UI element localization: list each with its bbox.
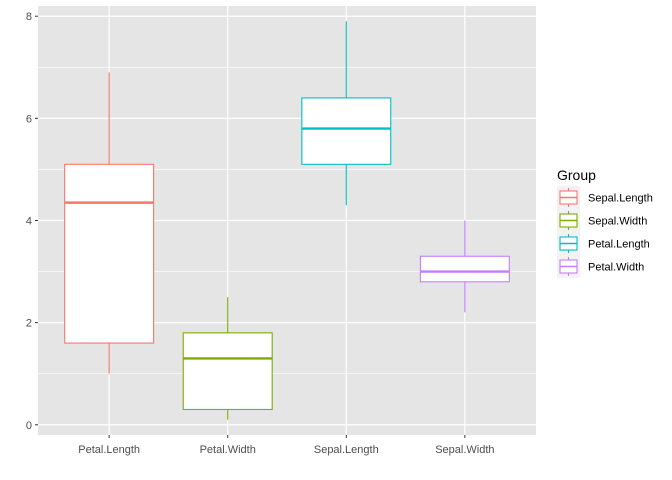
- legend-label: Petal.Length: [588, 239, 650, 251]
- y-tick-label: 6: [26, 113, 32, 125]
- x-axis: Petal.Length Petal.Width Sepal.Length Sepal…: [78, 435, 495, 456]
- x-tick-label: Petal.Length: [78, 444, 140, 456]
- x-tick-label: Sepal.Width: [435, 444, 494, 456]
- legend-entries: Sepal.Length Sepal.Width Petal.Length Petal…: [557, 186, 653, 278]
- y-tick-label: 8: [26, 11, 32, 23]
- legend-item: Petal.Length: [557, 232, 650, 255]
- box-petal-width: [182, 297, 273, 420]
- legend-label: Petal.Width: [588, 262, 644, 274]
- y-tick-label: 4: [26, 216, 32, 228]
- box-sepal-width: [419, 220, 510, 313]
- box-iqr: [419, 255, 510, 283]
- legend-item: Sepal.Width: [557, 209, 647, 232]
- y-tick-label: 0: [26, 420, 32, 432]
- y-tick-label: 2: [26, 318, 32, 330]
- legend-label: Sepal.Length: [588, 193, 653, 205]
- box-series: [64, 21, 510, 420]
- box-sepal-length: [301, 21, 392, 206]
- legend-item: Sepal.Length: [557, 186, 653, 209]
- legend-item: Petal.Width: [557, 255, 644, 278]
- box-iqr: [301, 97, 392, 165]
- box-iqr: [64, 163, 155, 344]
- legend-title: Group: [557, 167, 596, 183]
- x-tick-label: Sepal.Length: [314, 444, 379, 456]
- legend-label: Sepal.Width: [588, 216, 647, 228]
- y-axis: 0 2 4 6 8: [26, 11, 38, 432]
- box-iqr: [182, 332, 273, 411]
- legend: Group Sepal.Length Sepal.Width Petal.Lengt…: [557, 167, 653, 278]
- box-petal-length: [64, 72, 155, 374]
- x-tick-label: Petal.Width: [200, 444, 256, 456]
